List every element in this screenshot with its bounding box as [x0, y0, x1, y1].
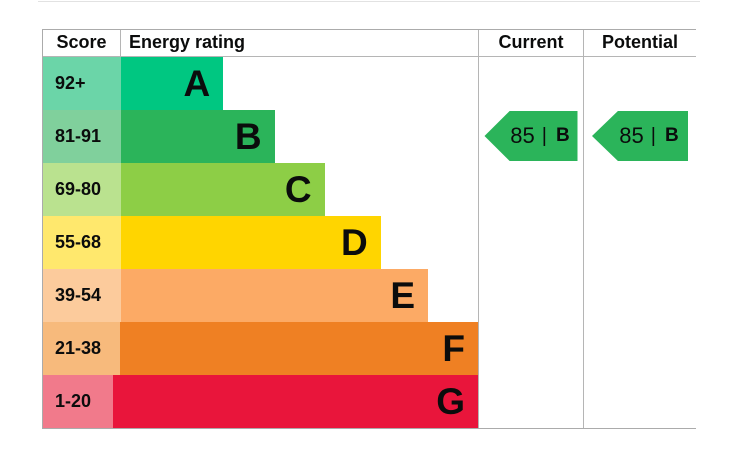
band-bar: A — [121, 57, 224, 110]
band-letter: E — [390, 275, 416, 316]
band-row-g: 1-20 G — [43, 375, 478, 428]
band-score-range: 21-38 — [43, 322, 121, 375]
band-letter: D — [340, 222, 368, 263]
potential-rating-band: B — [664, 125, 679, 146]
potential-column: Potential 85 | B — [583, 30, 696, 428]
left-header-row: Score Energy rating — [43, 30, 478, 57]
score-column-header: Score — [43, 30, 121, 56]
potential-rating-value: 85 — [619, 123, 644, 148]
band-row-d: 55-68 D — [43, 216, 478, 269]
current-rating-band: B — [555, 125, 570, 146]
potential-rating-separator: | — [650, 124, 656, 147]
potential-rating-arrow: 85 | B — [592, 111, 688, 161]
band-row-a: 92+ A — [43, 57, 478, 110]
band-bar: E — [121, 269, 429, 322]
epc-rating-table: Score Energy rating 92+ A 81-91 B 69-80 … — [42, 29, 696, 429]
energy-rating-column-header: Energy rating — [129, 32, 246, 52]
band-row-e: 39-54 E — [43, 269, 478, 322]
band-bar: D — [121, 216, 381, 269]
current-column-header: Current — [479, 30, 583, 57]
band-letter: G — [436, 381, 465, 422]
page-top-divider — [38, 1, 700, 2]
band-score-range: 55-68 — [43, 216, 121, 269]
band-letter: A — [183, 63, 211, 104]
potential-column-header: Potential — [584, 30, 696, 57]
band-bar: F — [120, 322, 478, 375]
current-rating-separator: | — [541, 124, 547, 147]
band-bar: B — [121, 110, 275, 163]
band-bar: G — [113, 375, 478, 428]
band-letter: F — [442, 328, 465, 369]
band-row-c: 69-80 C — [43, 163, 478, 216]
band-score-range: 39-54 — [43, 269, 121, 322]
band-rows: 92+ A 81-91 B 69-80 C 55-68 D 39-54 E 21… — [43, 57, 478, 428]
current-rating-value: 85 — [510, 123, 535, 148]
band-score-range: 69-80 — [43, 163, 121, 216]
band-bar: C — [121, 163, 325, 216]
rating-bands-section: Score Energy rating 92+ A 81-91 B 69-80 … — [43, 30, 478, 428]
band-score-range: 92+ — [43, 57, 121, 110]
band-score-range: 1-20 — [43, 375, 114, 428]
band-score-range: 81-91 — [43, 110, 121, 163]
current-rating-arrow: 85 | B — [484, 111, 578, 161]
band-row-f: 21-38 F — [43, 322, 478, 375]
band-letter: B — [234, 116, 262, 157]
band-row-b: 81-91 B — [43, 110, 478, 163]
current-column: Current 85 | B — [478, 30, 583, 428]
band-letter: C — [284, 169, 312, 210]
